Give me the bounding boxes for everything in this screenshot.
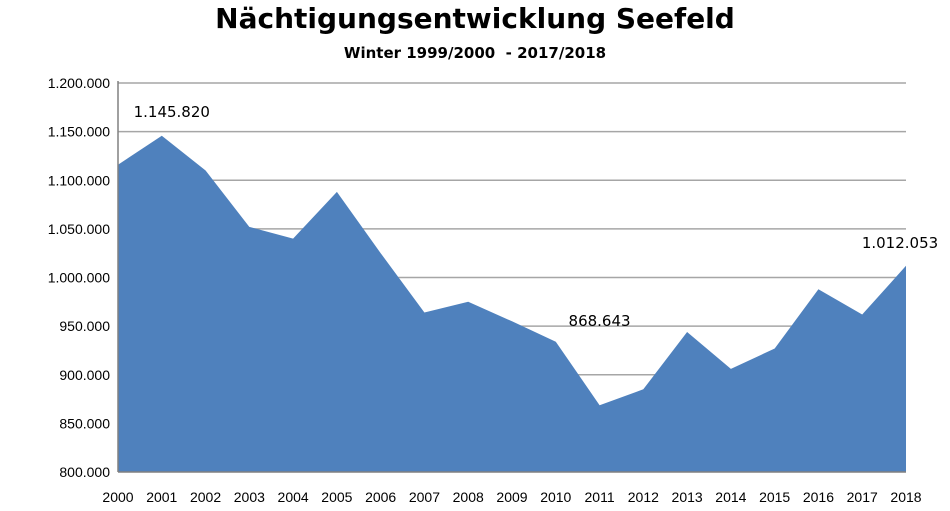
x-axis-ticks: 2000 2001 2002 2003 2004 2005 2006 2007 2008 2009…: [102, 489, 921, 505]
x-tick-label: 2010: [540, 489, 571, 505]
x-tick-label: 2015: [759, 489, 790, 505]
y-tick-label: 800.000: [59, 464, 110, 480]
y-tick-label: 1.150.000: [48, 124, 110, 140]
y-tick-label: 850.000: [59, 415, 110, 431]
chart-title: Nächtigungsentwicklung Seefeld: [215, 2, 735, 35]
x-tick-label: 2003: [234, 489, 265, 505]
area-fill: [118, 135, 906, 472]
y-tick-label: 1.100.000: [48, 172, 110, 188]
axes: [117, 81, 906, 473]
x-tick-label: 2009: [496, 489, 527, 505]
x-tick-label: 2018: [890, 489, 921, 505]
y-tick-label: 1.000.000: [48, 270, 110, 286]
x-tick-label: 2002: [190, 489, 221, 505]
data-labels: 1.145.820 868.643 1.012.053: [134, 103, 939, 330]
area-series: [118, 135, 906, 472]
x-tick-label: 2000: [102, 489, 133, 505]
x-tick-label: 2016: [803, 489, 834, 505]
x-tick-label: 2007: [409, 489, 440, 505]
y-tick-label: 900.000: [59, 367, 110, 383]
x-tick-label: 2008: [453, 489, 484, 505]
x-tick-label: 2011: [585, 489, 615, 505]
data-label: 1.145.820: [134, 103, 210, 121]
y-axis-ticks: 800.000 850.000 900.000 950.000 1.000.000 1.0…: [48, 75, 111, 480]
y-tick-label: 950.000: [59, 318, 110, 334]
data-label: 868.643: [569, 312, 631, 330]
x-tick-label: 2017: [847, 489, 878, 505]
x-tick-label: 2013: [672, 489, 703, 505]
chart-subtitle: Winter 1999/2000 - 2017/2018: [343, 44, 607, 62]
x-tick-label: 2006: [365, 489, 396, 505]
y-tick-label: 1.050.000: [48, 221, 110, 237]
x-tick-label: 2004: [278, 489, 309, 505]
data-label: 1.012.053: [862, 234, 938, 252]
y-tick-label: 1.200.000: [48, 75, 110, 91]
x-tick-label: 2001: [146, 489, 177, 505]
x-tick-label: 2005: [321, 489, 352, 505]
x-tick-label: 2012: [628, 489, 659, 505]
x-tick-label: 2014: [715, 489, 746, 505]
